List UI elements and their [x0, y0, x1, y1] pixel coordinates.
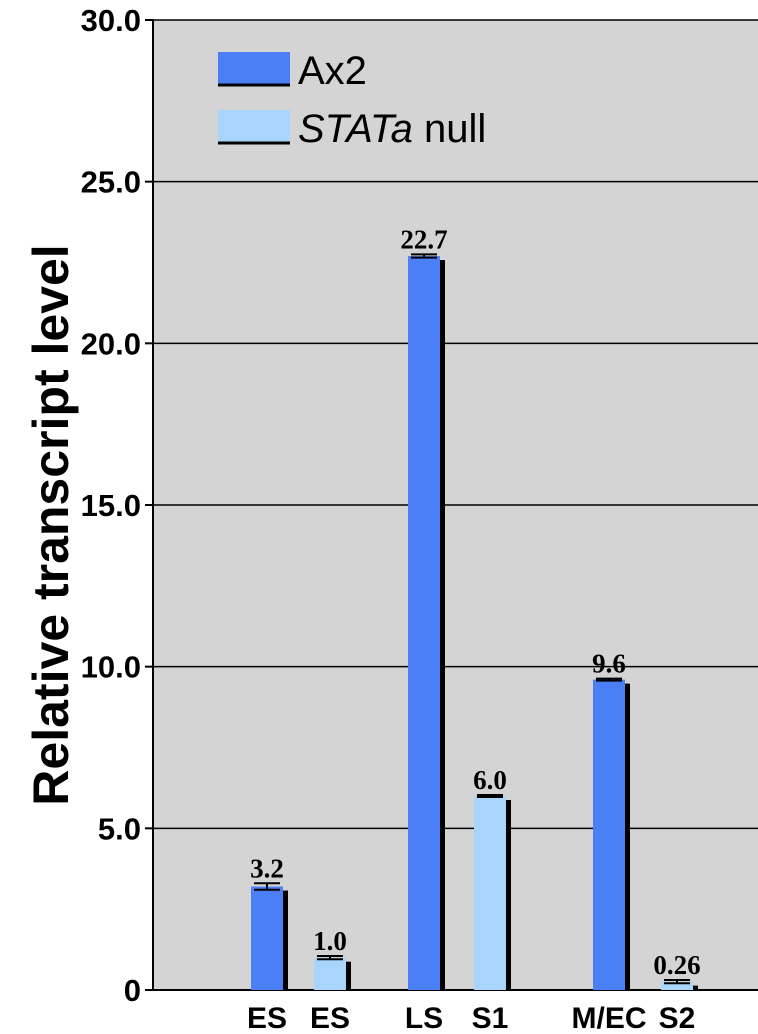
labels: 3.2 ES 1.0 ES 22.7 LS 6.0 S1 9.6 M/EC0.26 S2	[247, 224, 701, 1034]
bar	[474, 796, 506, 990]
bar	[408, 256, 440, 990]
legend: Ax2 STATa null	[218, 49, 486, 151]
bar	[314, 957, 346, 990]
legend-swatch	[218, 52, 290, 85]
bar	[661, 981, 693, 990]
bar	[593, 679, 625, 990]
legend-label-italic: STATa	[298, 107, 413, 151]
y-tick-label: 0	[124, 973, 141, 1008]
category-label: LS	[405, 1002, 443, 1034]
data-label: 3.2	[250, 853, 284, 883]
y-axis-label: Relative transcript level	[23, 244, 79, 805]
data-label: 6.0	[473, 765, 507, 795]
y-tick-label: 5.0	[98, 811, 141, 846]
y-tick-label: 25.0	[81, 165, 141, 200]
category-label: ES	[310, 1002, 350, 1034]
category-label: S2	[659, 1002, 696, 1034]
gridlines	[153, 19, 758, 830]
data-label: 22.7	[400, 224, 447, 254]
category-label: M/EC	[572, 1002, 647, 1034]
legend-label: Ax2	[298, 49, 367, 93]
category-label: ES	[247, 1002, 287, 1034]
data-label: 0.26	[653, 950, 700, 980]
legend-label: STATa null	[298, 107, 486, 151]
legend-swatch	[218, 110, 290, 143]
y-tick-label: 15.0	[81, 488, 141, 523]
axes: 0 5.0 10.0 15.0 20.0 25.0 30.0	[81, 3, 758, 1008]
data-label: 9.6	[592, 649, 626, 679]
y-tick-label: 10.0	[81, 650, 141, 685]
legend-label-rest: null	[413, 107, 486, 151]
bar	[251, 886, 283, 990]
data-label: 1.0	[313, 926, 347, 956]
y-tick-label: 20.0	[81, 326, 141, 361]
bars	[251, 253, 698, 990]
category-label: S1	[472, 1002, 509, 1034]
y-tick-label: 30.0	[81, 3, 141, 38]
